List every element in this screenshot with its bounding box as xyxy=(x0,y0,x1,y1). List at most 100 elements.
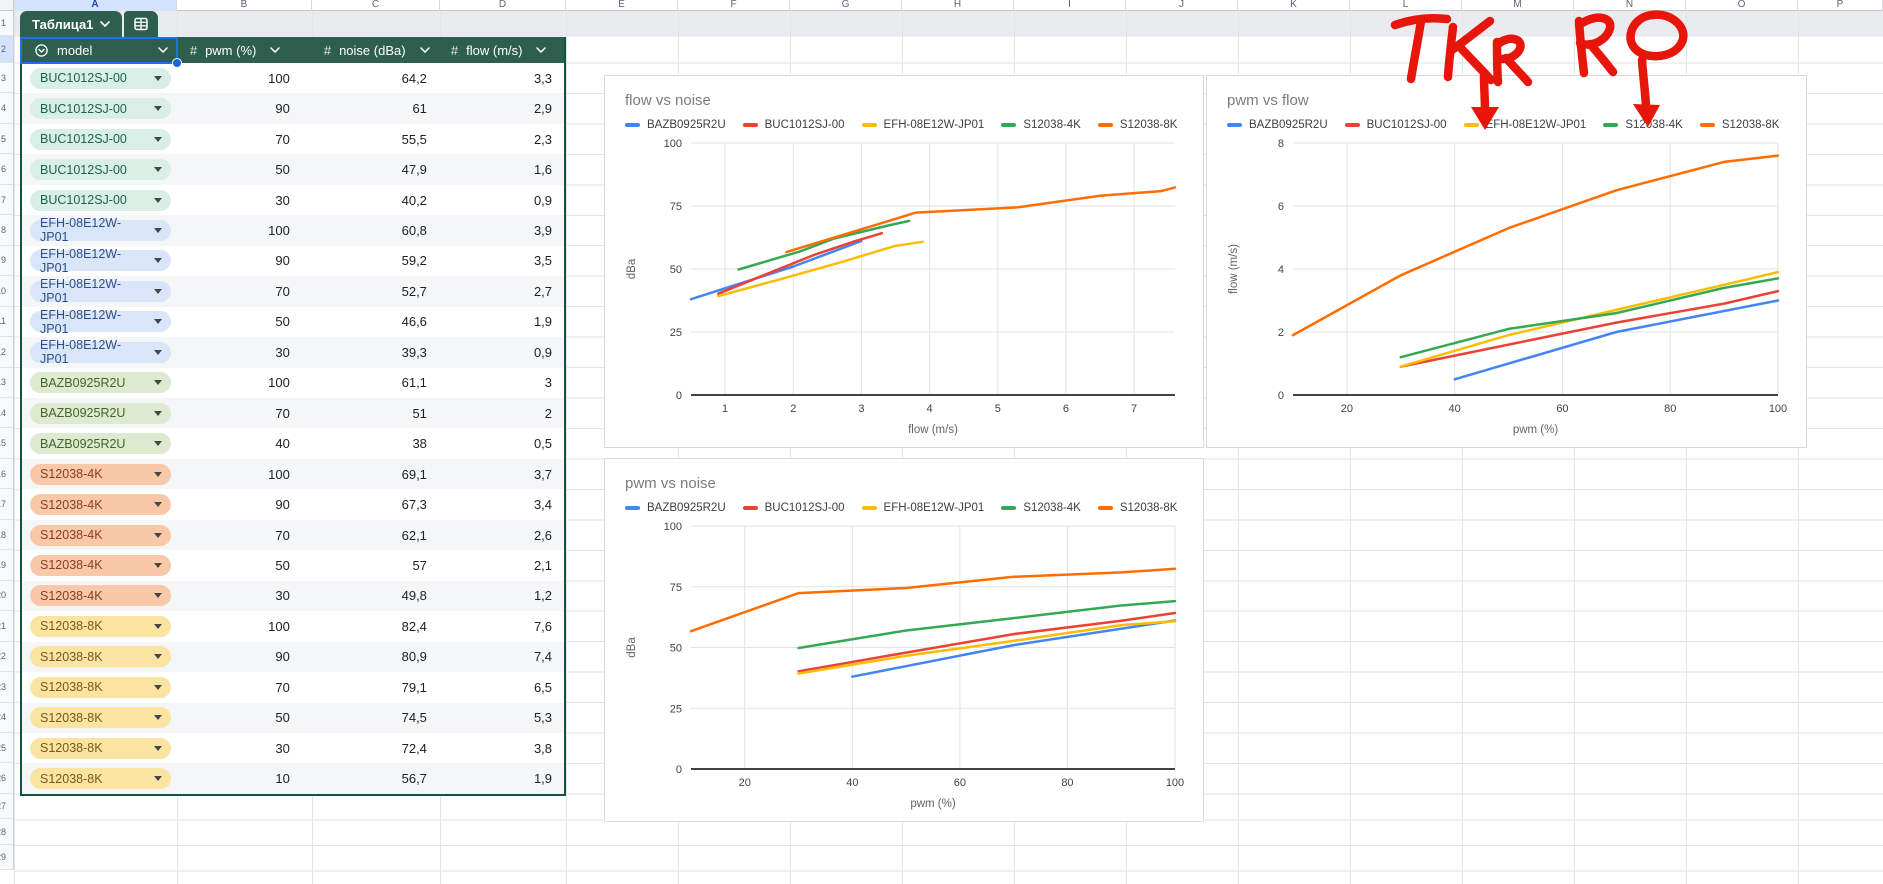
model-chip[interactable]: EFH-08E12W-JP01 xyxy=(30,277,171,305)
row-header-23[interactable]: 23 xyxy=(0,672,13,703)
model-chip[interactable]: BAZB0925R2U xyxy=(30,372,171,394)
row-header-16[interactable]: 16 xyxy=(0,459,13,490)
model-chip[interactable]: S12038-4K xyxy=(30,494,171,516)
cell-noise: 82,4 xyxy=(401,618,427,634)
model-chip[interactable]: S12038-4K xyxy=(30,585,171,607)
column-header-K[interactable]: K xyxy=(1238,0,1350,11)
row-header-15[interactable]: 15 xyxy=(0,428,13,459)
row-header-2[interactable]: 2 xyxy=(0,36,13,63)
row-header-17[interactable]: 17 xyxy=(0,489,13,520)
column-header-L[interactable]: L xyxy=(1350,0,1462,11)
row-header-7[interactable]: 7 xyxy=(0,185,13,216)
model-chip[interactable]: BUC1012SJ-00 xyxy=(30,159,171,181)
column-header-F[interactable]: F xyxy=(678,0,790,11)
row-number: 21 xyxy=(0,620,6,631)
model-chip[interactable]: S12038-8K xyxy=(30,707,171,729)
model-chip[interactable]: BUC1012SJ-00 xyxy=(30,67,171,89)
row-header-18[interactable]: 18 xyxy=(0,520,13,551)
column-header-N[interactable]: N xyxy=(1574,0,1686,11)
column-header-model[interactable]: model xyxy=(22,37,178,63)
row-header-26[interactable]: 26 xyxy=(0,763,13,794)
column-header-P[interactable]: P xyxy=(1798,0,1883,11)
x-axis-title: flow (m/s) xyxy=(908,424,958,436)
model-chip[interactable]: EFH-08E12W-JP01 xyxy=(30,308,171,336)
column-header-A[interactable]: A xyxy=(14,0,177,11)
cell-flow: 3 xyxy=(544,375,553,391)
model-chip[interactable]: BUC1012SJ-00 xyxy=(30,98,171,120)
chart-card-pwm-vs-flow[interactable]: pwm vs flow BAZB0925R2U BUC1012SJ-00 EFH-08… xyxy=(1206,75,1807,448)
chart-plot-pwm-vs-flow: 20 40 60 80 100 0 2 4 6 8 pwm (%) flow (m/s) xyxy=(1228,138,1787,436)
model-chip[interactable]: S12038-8K xyxy=(30,676,171,698)
column-header-I[interactable]: I xyxy=(1014,0,1126,11)
sheet-corner-box[interactable] xyxy=(0,0,14,11)
model-chip[interactable]: S12038-8K xyxy=(30,615,171,637)
legend-label: S12038-4K xyxy=(1023,119,1081,131)
row-header-14[interactable]: 14 xyxy=(0,398,13,429)
column-header-C[interactable]: C xyxy=(312,0,440,11)
model-chip[interactable]: EFH-08E12W-JP01 xyxy=(30,338,171,366)
model-chip[interactable]: S12038-8K xyxy=(30,737,171,759)
row-header-22[interactable]: 22 xyxy=(0,642,13,673)
model-chip[interactable]: S12038-4K xyxy=(30,463,171,485)
column-header-pwm----[interactable]: # pwm (%) xyxy=(178,37,312,63)
model-chip[interactable]: S12038-4K xyxy=(30,554,171,576)
row-header-5[interactable]: 5 xyxy=(0,124,13,155)
model-chip[interactable]: S12038-4K xyxy=(30,524,171,546)
row-header-4[interactable]: 4 xyxy=(0,93,13,124)
row-header-25[interactable]: 25 xyxy=(0,733,13,764)
column-header-M[interactable]: M xyxy=(1462,0,1574,11)
cell-flow: 1,2 xyxy=(533,588,553,604)
column-header-G[interactable]: G xyxy=(790,0,902,11)
model-chip[interactable]: EFH-08E12W-JP01 xyxy=(30,247,171,275)
chevron-down-icon xyxy=(536,47,547,53)
row-header-28[interactable]: 28 xyxy=(0,819,13,845)
row-header-11[interactable]: 11 xyxy=(0,307,13,338)
model-chip[interactable]: BAZB0925R2U xyxy=(30,402,171,424)
column-header-J[interactable]: J xyxy=(1126,0,1238,11)
table-tools-button[interactable] xyxy=(124,11,159,37)
column-header-E[interactable]: E xyxy=(566,0,678,11)
x-tick-label: 80 xyxy=(1664,403,1676,415)
cell-model: S12038-8K xyxy=(22,768,178,790)
model-chip[interactable]: BUC1012SJ-00 xyxy=(30,128,171,150)
row-header-29[interactable]: 29 xyxy=(0,845,13,871)
row-header-6[interactable]: 6 xyxy=(0,154,13,185)
model-chip[interactable]: EFH-08E12W-JP01 xyxy=(30,216,171,244)
row-number: 14 xyxy=(0,407,6,418)
row-header-19[interactable]: 19 xyxy=(0,550,13,581)
chart-card-flow-vs-noise[interactable]: flow vs noise BAZB0925R2U BUC1012SJ-00 EFH-… xyxy=(604,75,1204,448)
table-row: EFH-08E12W-JP01 30 39,3 0,9 xyxy=(22,337,564,368)
fill-handle[interactable] xyxy=(172,58,182,68)
column-header-noise--dBa-[interactable]: # noise (dBa) xyxy=(312,37,439,63)
row-header-8[interactable]: 8 xyxy=(0,215,13,246)
model-chip[interactable]: BUC1012SJ-00 xyxy=(30,189,171,211)
row-header-9[interactable]: 9 xyxy=(0,246,13,277)
model-chip[interactable]: BAZB0925R2U xyxy=(30,433,171,455)
row-header-20[interactable]: 20 xyxy=(0,581,13,612)
row-header-12[interactable]: 12 xyxy=(0,337,13,368)
column-header-B[interactable]: B xyxy=(177,0,312,11)
row-header-3[interactable]: 3 xyxy=(0,63,13,94)
chip-dropdown-arrow-icon xyxy=(154,197,162,203)
column-header-H[interactable]: H xyxy=(902,0,1014,11)
cell-flow: 3,7 xyxy=(533,466,553,482)
cell-noise: 52,7 xyxy=(401,283,427,299)
dropdown-chip-icon xyxy=(35,43,48,57)
row-header-1[interactable]: 1 xyxy=(0,11,13,36)
row-header-24[interactable]: 24 xyxy=(0,703,13,733)
model-chip[interactable]: S12038-8K xyxy=(30,768,171,790)
row-header-13[interactable]: 13 xyxy=(0,368,13,398)
model-chip[interactable]: S12038-8K xyxy=(30,646,171,668)
column-header-D[interactable]: D xyxy=(440,0,566,11)
column-header-O[interactable]: O xyxy=(1686,0,1798,11)
table-tab[interactable]: Таблица1 xyxy=(20,11,123,37)
x-tick-label: 100 xyxy=(1769,403,1787,415)
row-header-10[interactable]: 10 xyxy=(0,276,13,307)
row-header-27[interactable]: 27 xyxy=(0,794,13,820)
table-row: S12038-4K 70 62,1 2,6 xyxy=(22,519,564,551)
x-tick-label: 3 xyxy=(858,403,864,415)
row-header-21[interactable]: 21 xyxy=(0,611,13,642)
chart-card-pwm-vs-noise[interactable]: pwm vs noise BAZB0925R2U BUC1012SJ-00 EFH-0… xyxy=(604,458,1204,822)
column-header-flow--m-s-[interactable]: # flow (m/s) xyxy=(439,37,564,63)
chip-dropdown-arrow-icon xyxy=(154,349,162,355)
